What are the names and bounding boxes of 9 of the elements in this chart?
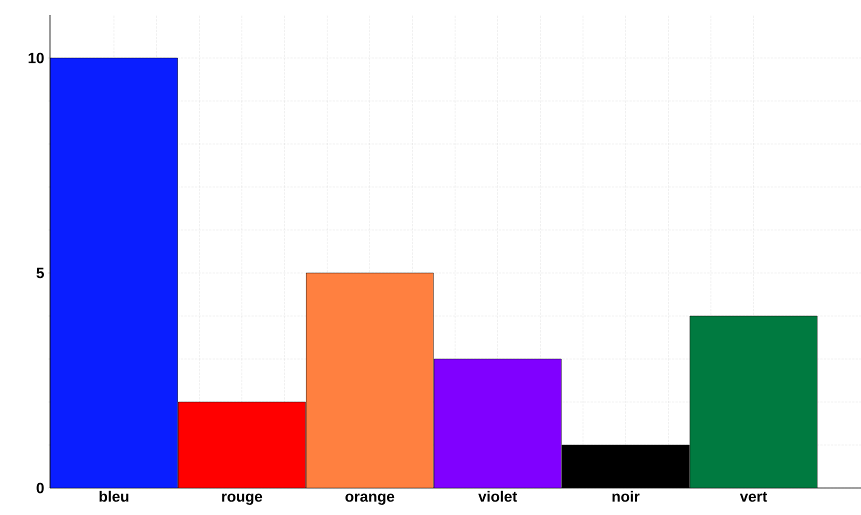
x-tick-label: noir bbox=[612, 490, 640, 502]
x-tick-label: orange bbox=[345, 494, 394, 505]
x-tick-label: bleu bbox=[100, 490, 128, 502]
x-tick-label: vert bbox=[740, 492, 768, 502]
x-tick-label: violet bbox=[478, 490, 518, 502]
y-tick-label: 5 bbox=[36, 268, 44, 278]
y-tick-label: 10 bbox=[28, 52, 44, 64]
x-tick-label: rouge bbox=[222, 494, 262, 505]
y-tick-label: 0 bbox=[36, 482, 44, 494]
